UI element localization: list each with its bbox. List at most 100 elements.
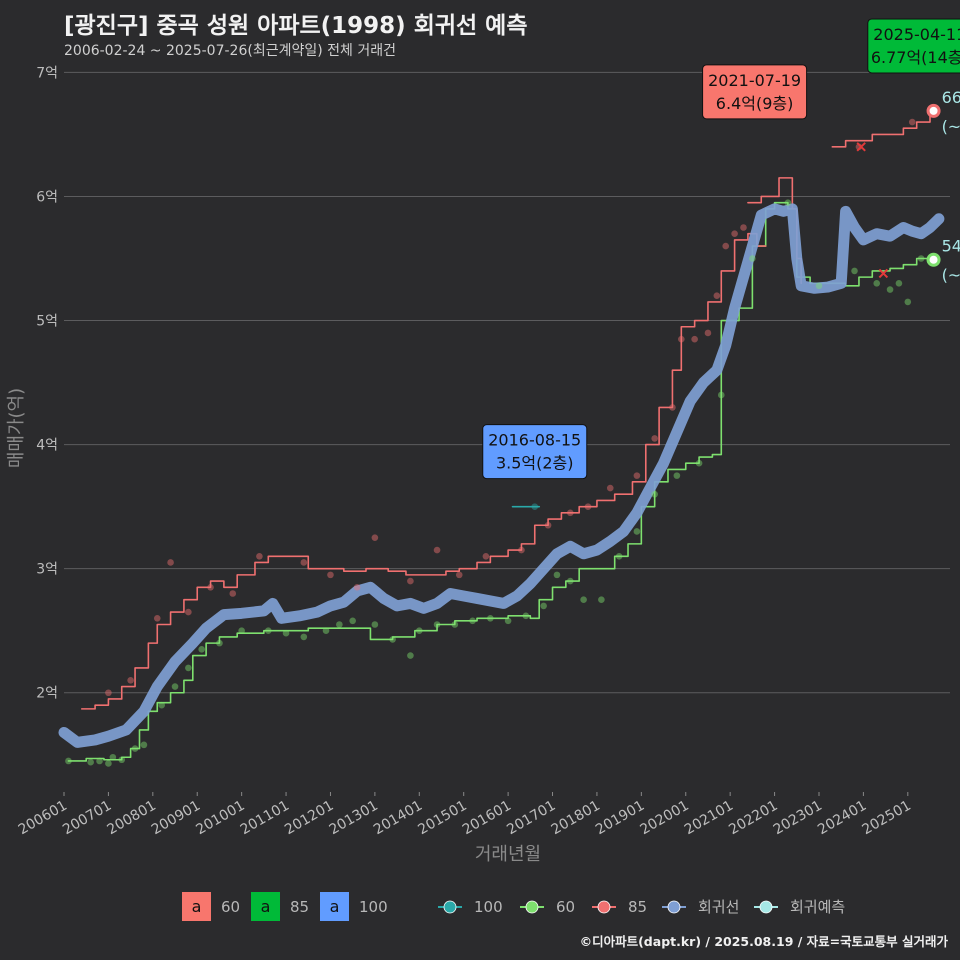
scatter-point-85	[433, 546, 441, 554]
scatter-point-85	[407, 577, 414, 585]
annotation-value: 6.77억(14층)	[871, 48, 960, 67]
scatter-point-85	[633, 472, 641, 479]
x-tick-label: 201701	[504, 798, 558, 839]
legend: a 60 a 85 a 100 100 60 85 회귀선 회귀예측	[182, 892, 845, 921]
scatter-point-60	[65, 757, 72, 765]
scatter-point-60	[300, 633, 308, 641]
scatter-point-60	[873, 280, 881, 287]
x-tick-label: 200601	[16, 798, 70, 839]
series-lines	[58, 110, 945, 762]
scatter-point-60	[389, 636, 396, 643]
scatter-point-85	[722, 242, 730, 250]
x-axis-title: 거래년월	[475, 844, 541, 865]
annotation-value: 3.5억(2층)	[496, 454, 574, 473]
legend-label-key	[251, 892, 280, 921]
legend-line-text: 100	[474, 898, 503, 916]
scatter-point-60	[469, 617, 476, 625]
scatter-point-85	[371, 534, 379, 541]
x-tick-label: 201101	[238, 798, 292, 839]
scatter-point-85	[353, 583, 361, 591]
scatter-point-60	[695, 459, 703, 467]
scatter-point-60	[633, 528, 641, 535]
x-tick-label: 201601	[460, 798, 514, 839]
scatter-point-60	[566, 577, 574, 585]
scatter-point-60	[749, 255, 756, 262]
legend-line-text: 회귀선	[698, 898, 739, 916]
y-axis-ticks: 2억 3억 4억 5억 6억 7억	[36, 65, 58, 701]
scatter-point-85	[544, 521, 552, 529]
legend-line-marker	[443, 900, 457, 914]
annotation-date: 2021-07-19	[708, 71, 801, 90]
scatter-point-60	[216, 639, 223, 647]
scatter-point-60	[598, 596, 605, 603]
chart-subtitle: 2006-02-24 ~ 2025-07-26(최근계약일) 전체 거래건	[64, 43, 396, 59]
grid-lines	[64, 71, 950, 694]
scatter-point-60	[886, 286, 894, 293]
scatter-point-85	[300, 559, 308, 566]
scatter-point-100	[531, 503, 539, 510]
scatter-point-60	[433, 621, 441, 628]
scatter-point-60	[336, 621, 343, 628]
scatter-point-60	[815, 282, 823, 290]
scatter-point-85	[704, 329, 712, 337]
annotation-box	[867, 18, 960, 74]
end-point	[926, 252, 941, 267]
scatter-point-60	[522, 612, 530, 620]
end-point	[926, 103, 941, 118]
scatter-point-85	[584, 503, 592, 510]
end-area-label: (~60㎡)	[942, 266, 960, 285]
scatter-point-85	[678, 335, 685, 343]
scatter-point-85	[713, 292, 721, 300]
x-tick-label: 201001	[193, 798, 247, 839]
scatter-point-60	[158, 701, 166, 709]
legend-label-text: 60	[221, 898, 240, 916]
legend-label-glyph: a	[192, 897, 202, 916]
legend-label-key	[182, 892, 211, 921]
scatter-point-85	[455, 571, 463, 579]
annotation-date: 2016-08-15	[488, 431, 581, 450]
x-tick-label: 201301	[327, 798, 381, 839]
cross-marks	[856, 142, 889, 279]
series-line-85	[80, 232, 767, 710]
scatter-point-85	[207, 583, 214, 591]
x-tick-label: 202401	[815, 798, 869, 839]
x-tick-label: 202201	[726, 798, 780, 839]
scatter-point-60	[171, 683, 179, 690]
legend-label-glyph: a	[261, 897, 271, 916]
legend-line-marker	[597, 900, 611, 914]
scatter-point-60	[851, 267, 858, 275]
scatter-point-60	[504, 617, 512, 625]
x-tick-label: 201401	[371, 798, 425, 839]
scatter-point-60	[140, 741, 148, 749]
scatter-point-60	[238, 627, 245, 635]
scatter-point-60	[487, 615, 494, 622]
scatter-point-60	[349, 617, 356, 625]
scatter-point-85	[651, 435, 658, 442]
scatter-point-60	[87, 758, 94, 766]
cross-mark	[856, 142, 866, 152]
scatter-point-60	[185, 664, 192, 672]
x-tick-label: 202101	[682, 798, 736, 839]
x-axis-ticks: 2006012007012008012009012010012011012012…	[16, 792, 914, 838]
legend-label-key	[320, 892, 349, 921]
scatter-point-85	[482, 552, 490, 560]
x-tick-label: 200701	[60, 798, 114, 839]
series-line-85	[831, 110, 931, 148]
legend-line-marker	[667, 900, 681, 914]
scatter-point-60	[895, 280, 903, 287]
regression-line	[58, 203, 945, 748]
legend-label-text: 85	[290, 898, 309, 916]
y-tick-label: 6억	[36, 189, 58, 205]
legend-line-marker	[759, 900, 773, 914]
annotation-box	[482, 424, 588, 480]
y-tick-label: 2억	[36, 686, 58, 702]
scatter-point-60	[673, 472, 681, 479]
legend-line-text: 60	[556, 898, 575, 916]
scatter-point-85	[167, 559, 174, 566]
x-tick-label: 201501	[415, 798, 469, 839]
scatter-point-85	[740, 224, 747, 231]
credit-text: ©디아파트(dapt.kr) / 2025.08.19 / 자료=국토교통부 실…	[579, 934, 948, 949]
scatter-point-60	[615, 552, 623, 560]
scatter-point-60	[904, 298, 912, 306]
scatter-point-85	[691, 335, 698, 343]
